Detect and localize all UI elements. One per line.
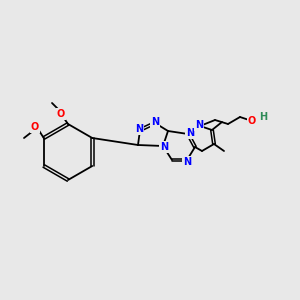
Text: N: N	[183, 157, 191, 167]
Text: O: O	[31, 122, 39, 132]
Text: O: O	[248, 116, 256, 126]
Text: O: O	[57, 109, 65, 119]
Text: N: N	[151, 117, 159, 127]
Text: O: O	[31, 122, 39, 132]
Text: N: N	[186, 128, 194, 138]
Text: N: N	[160, 142, 168, 152]
Text: N: N	[195, 120, 203, 130]
Text: H: H	[259, 112, 267, 122]
Text: N: N	[135, 124, 143, 134]
Text: O: O	[57, 109, 65, 119]
